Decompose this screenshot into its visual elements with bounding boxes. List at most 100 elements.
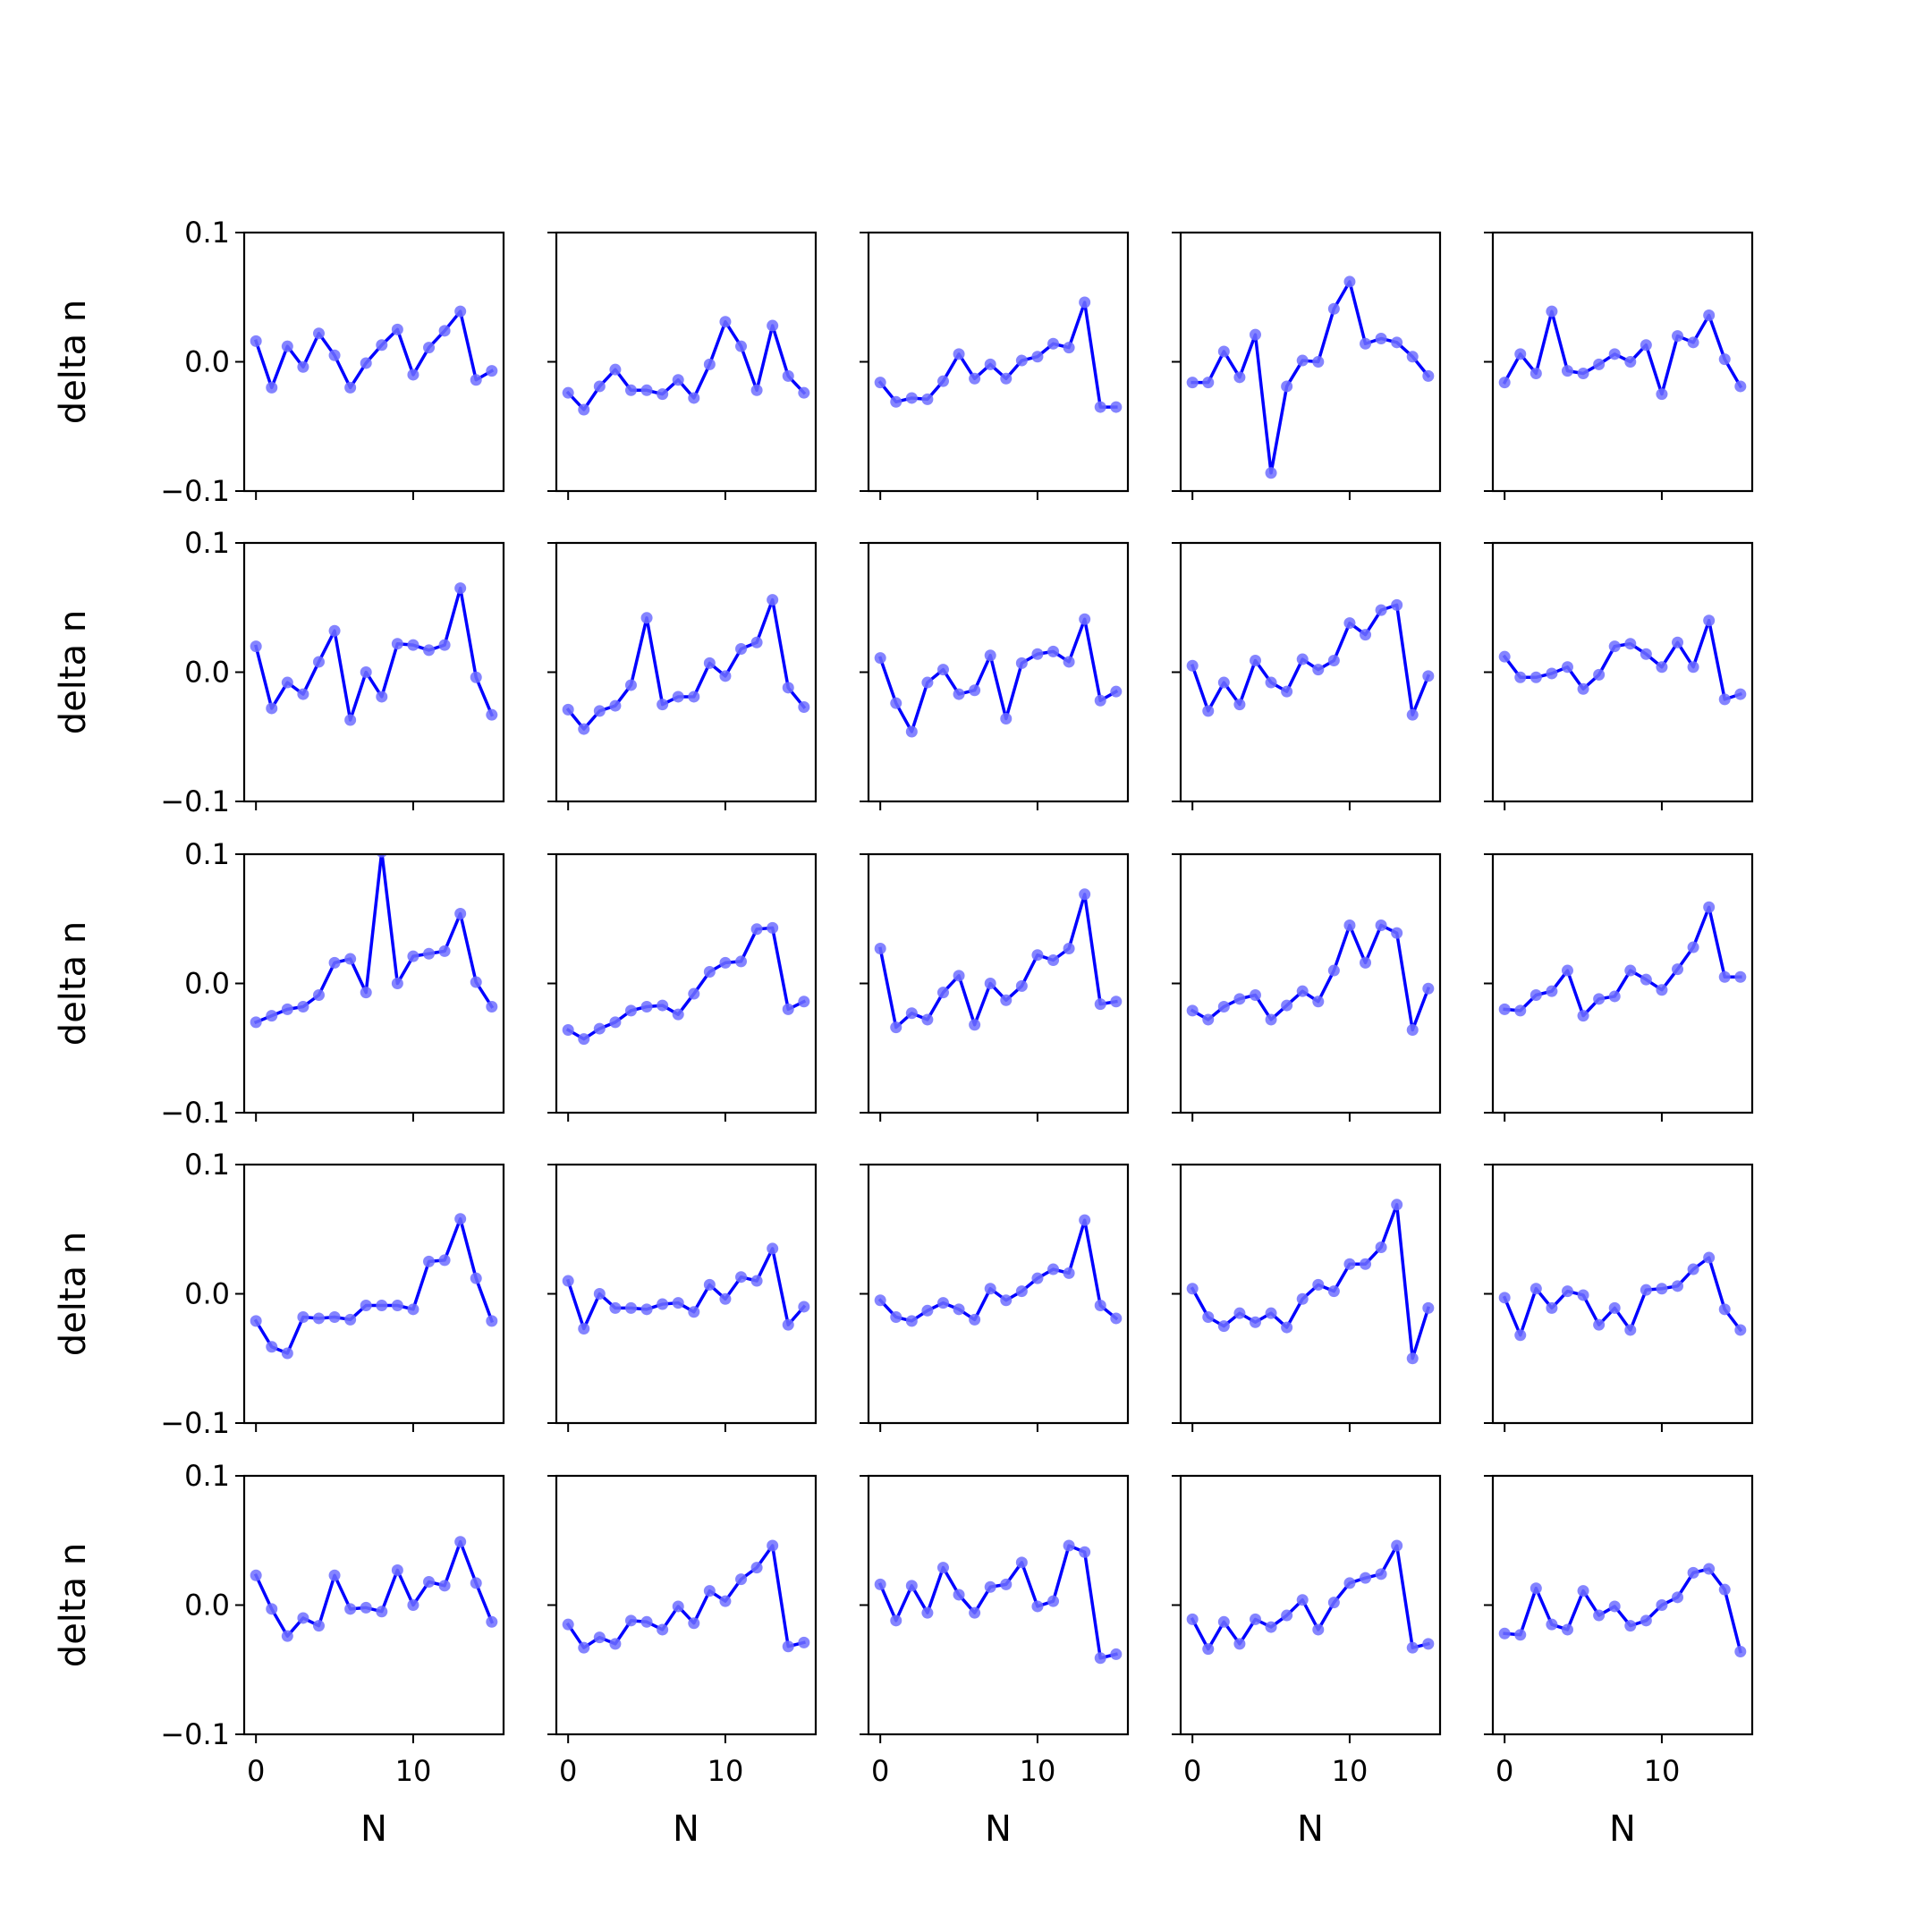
- data-point: [423, 1575, 436, 1588]
- data-point: [703, 657, 716, 669]
- data-point: [1217, 1615, 1230, 1628]
- data-point: [1031, 949, 1044, 962]
- data-point: [423, 644, 436, 657]
- y-axis-label: delta n: [53, 921, 94, 1046]
- data-point: [969, 1606, 981, 1619]
- subplot-r3-c1: −0.1 0.0 0.1 delta n: [53, 837, 505, 1130]
- axes-frame: [867, 1474, 1130, 1736]
- data-point: [470, 1577, 482, 1589]
- data-point: [1687, 941, 1699, 953]
- data-point: [1718, 1303, 1731, 1316]
- data-point: [1734, 970, 1747, 983]
- data-point: [1186, 377, 1199, 389]
- data-point: [1343, 919, 1356, 931]
- data-point: [1422, 1638, 1435, 1650]
- data-point: [391, 638, 403, 650]
- data-point: [1327, 655, 1340, 666]
- series-line: [877, 301, 1118, 409]
- data-point: [1375, 919, 1387, 931]
- data-point: [391, 1300, 403, 1312]
- data-point: [767, 1242, 779, 1255]
- y-tick-label: 0.0: [184, 967, 230, 1001]
- data-point: [1063, 1539, 1075, 1552]
- data-point: [438, 945, 451, 957]
- data-point: [344, 714, 357, 726]
- data-point: [1233, 371, 1246, 384]
- data-point: [1063, 656, 1075, 668]
- data-point: [376, 854, 387, 858]
- data-point: [1015, 1285, 1028, 1298]
- data-point: [1608, 348, 1621, 360]
- series-line: [253, 309, 495, 390]
- y-axis-label: delta n: [53, 300, 94, 424]
- plot-area: [1498, 1563, 1747, 1658]
- data-point: [767, 594, 779, 606]
- subplot-r5-c5: 0 10N: [1484, 1474, 1754, 1850]
- data-point: [1202, 1311, 1215, 1324]
- data-point: [328, 956, 341, 969]
- plot-area: [874, 1214, 1123, 1327]
- data-point: [984, 358, 996, 370]
- data-point: [703, 966, 716, 978]
- data-point: [344, 1603, 357, 1615]
- data-point: [438, 325, 451, 337]
- data-point: [328, 1311, 341, 1324]
- data-point: [297, 1612, 309, 1624]
- data-point: [798, 701, 810, 714]
- data-point: [874, 1294, 886, 1307]
- data-point: [578, 1323, 590, 1335]
- data-point: [250, 335, 262, 347]
- data-point: [1186, 659, 1199, 672]
- data-point: [1360, 1572, 1372, 1584]
- data-point: [640, 1615, 653, 1628]
- data-point: [1422, 982, 1435, 995]
- data-point: [1718, 353, 1731, 366]
- data-point: [1640, 648, 1652, 660]
- data-point: [1296, 653, 1309, 665]
- data-point: [1672, 636, 1684, 648]
- subplot-r2-c5: [1484, 541, 1754, 810]
- plot-area: [1186, 275, 1435, 479]
- data-point: [1624, 1620, 1637, 1632]
- data-point: [1672, 963, 1684, 976]
- data-point: [969, 1313, 981, 1326]
- data-point: [250, 1569, 262, 1581]
- data-point: [1624, 1324, 1637, 1336]
- data-point: [703, 358, 716, 370]
- data-point: [719, 1595, 732, 1607]
- data-point: [1561, 365, 1573, 377]
- data-point: [281, 1003, 293, 1015]
- data-point: [750, 636, 763, 648]
- data-point: [391, 978, 403, 989]
- data-point: [1233, 699, 1246, 711]
- data-point: [250, 640, 262, 653]
- data-point: [407, 950, 419, 962]
- data-point: [953, 970, 965, 982]
- data-point: [1000, 994, 1013, 1006]
- data-point: [1000, 1578, 1013, 1590]
- x-tick-label: 10: [708, 1754, 744, 1788]
- axes-frame: [1179, 541, 1442, 803]
- data-point: [969, 1019, 981, 1031]
- data-point: [1546, 305, 1558, 318]
- data-point: [624, 1004, 637, 1017]
- data-point: [609, 363, 622, 376]
- series-line: [565, 319, 807, 411]
- data-point: [1672, 1591, 1684, 1604]
- data-point: [562, 386, 574, 399]
- x-tick-label: 0: [871, 1754, 889, 1788]
- y-tick-label: 0.0: [184, 1589, 230, 1623]
- data-point: [767, 1539, 779, 1552]
- data-point: [407, 369, 419, 381]
- data-point: [578, 723, 590, 735]
- data-point: [1734, 380, 1747, 393]
- axes-frame: [1491, 231, 1754, 493]
- data-point: [609, 1301, 622, 1314]
- data-point: [1031, 1600, 1044, 1613]
- plot-area: [874, 296, 1123, 413]
- axes-frame: [555, 852, 818, 1114]
- series-line: [253, 1539, 495, 1638]
- data-point: [1327, 1285, 1340, 1298]
- data-point: [1047, 1263, 1060, 1275]
